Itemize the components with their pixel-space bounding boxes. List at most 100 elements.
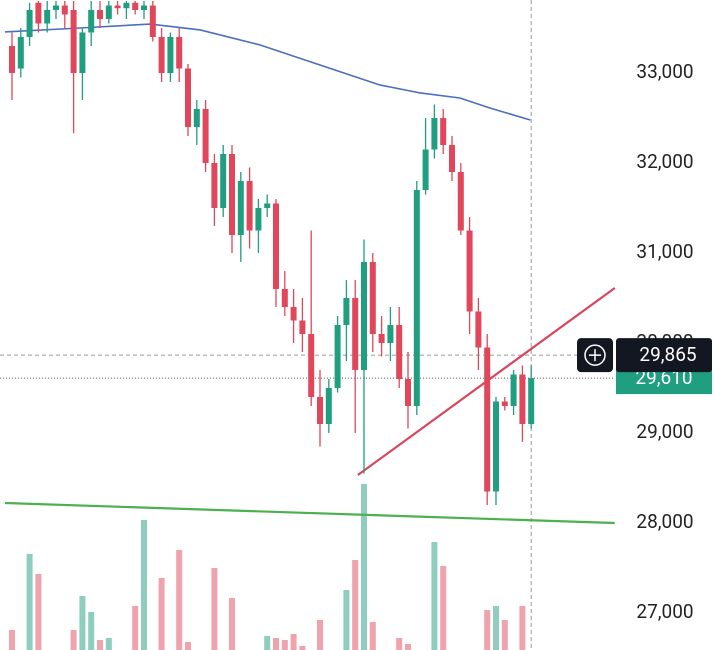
candle-body [9, 45, 15, 73]
candle-body [61, 5, 68, 15]
y-tick-label: 32,000 [636, 150, 693, 173]
candle-body [123, 2, 130, 9]
candle-body [484, 347, 491, 492]
volume-bar [405, 644, 411, 650]
y-tick-label: 33,000 [636, 60, 693, 83]
candle-body [70, 9, 77, 73]
volume-bar [317, 620, 323, 650]
volume-bar [431, 542, 438, 650]
candle-body [264, 203, 271, 208]
volume-bar [26, 554, 33, 650]
candle-body [114, 5, 121, 9]
candle-body [466, 230, 473, 312]
candle-body [273, 203, 279, 289]
candle-body [35, 2, 42, 24]
candle-body [44, 9, 51, 24]
candle-body [149, 5, 156, 37]
candle-body [88, 9, 95, 33]
volume-bar [97, 640, 103, 650]
candle-body [528, 378, 535, 425]
y-tick-label: 28,000 [636, 510, 693, 533]
volume-bar [158, 578, 165, 650]
crosshair-label: 29,865 [639, 343, 696, 366]
volume-bar [105, 638, 112, 650]
candle-body [229, 153, 235, 235]
candle-body [17, 36, 24, 69]
candle-body [281, 288, 288, 307]
candle-body [413, 189, 420, 407]
y-tick-label: 29,000 [636, 420, 693, 443]
volume-bar [440, 566, 447, 650]
volume-bar [35, 574, 42, 650]
y-tick-label: 31,000 [636, 240, 693, 263]
volume-bar [361, 484, 367, 650]
candle-body [220, 153, 227, 208]
candle-body [105, 5, 112, 19]
candle-body [176, 36, 183, 69]
candle-body [299, 320, 306, 335]
candle-body [132, 2, 139, 10]
volume-bar [273, 638, 279, 650]
volume-bar [9, 630, 15, 650]
candle-body [361, 261, 367, 371]
trend-line [4, 23, 531, 121]
volume-bar [88, 612, 95, 650]
volume-bar [343, 590, 350, 650]
candle-body [167, 36, 174, 73]
candle-body [352, 297, 359, 371]
volume-bar [501, 620, 508, 650]
volume-bar [290, 634, 297, 650]
volume-bar [229, 598, 235, 650]
candle-body [26, 9, 33, 37]
candle-body [519, 374, 526, 425]
trend-line [4, 501, 615, 525]
candle-body [369, 261, 376, 335]
candle-body [440, 117, 447, 145]
candle-body [255, 207, 262, 231]
candle-body [457, 171, 464, 231]
candle-body [308, 334, 315, 398]
plus-icon-ring [584, 344, 606, 366]
candle-body [510, 374, 517, 407]
candle-body [431, 117, 438, 150]
volume-bar [493, 606, 499, 650]
volume-bar [369, 622, 376, 650]
volume-bar [141, 520, 147, 650]
candle-body [79, 32, 86, 73]
volume-bar [396, 638, 403, 650]
volume-bar [211, 568, 218, 650]
add-alert-button[interactable] [577, 338, 613, 373]
candle-body [343, 297, 350, 325]
candle-body [246, 180, 253, 231]
candle-body [185, 68, 191, 127]
candle-body [378, 334, 385, 344]
candle-body [53, 5, 59, 10]
volume-bar [70, 630, 77, 650]
volume-bar [264, 636, 271, 650]
volume-bar [185, 642, 191, 650]
crosshair-tag [616, 338, 712, 373]
y-tick-label: 27,000 [636, 600, 693, 623]
volume-bar [79, 596, 86, 650]
candle-body [501, 401, 508, 407]
candle-body [405, 379, 411, 407]
candle-body [97, 9, 103, 19]
candle-body [475, 311, 482, 348]
candle-body [334, 325, 341, 389]
candle-body [449, 144, 455, 172]
volume-bar [484, 610, 491, 650]
candle-body [422, 149, 429, 190]
candle-body [202, 108, 209, 163]
volume-bar [352, 560, 359, 650]
candle-body [158, 36, 165, 73]
candle-body [141, 5, 147, 10]
candle-body [211, 162, 218, 208]
candle-body [493, 401, 499, 492]
candle-body [325, 388, 332, 425]
volume-bar [299, 646, 306, 650]
candle-body [193, 108, 200, 127]
candle-body [387, 325, 394, 344]
volume-bar [176, 550, 183, 650]
